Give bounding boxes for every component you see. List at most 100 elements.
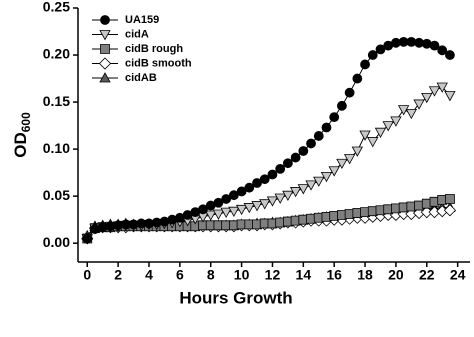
marker [360,59,370,70]
x-tick-label: 0 [83,267,91,283]
marker [352,208,363,218]
marker [359,130,371,141]
marker [306,213,316,224]
marker [282,190,294,202]
marker [429,196,440,207]
x-tick-label: 22 [419,267,435,283]
marker [282,158,293,169]
marker [405,108,418,120]
marker [274,193,286,204]
marker [205,210,217,221]
marker [289,187,302,198]
marker [445,50,455,60]
y-tick-label: 0.05 [43,187,70,203]
x-tick-label: 20 [388,267,404,283]
marker [436,82,448,93]
marker [297,184,310,195]
marker [329,112,340,123]
marker [243,203,255,214]
marker [328,166,340,177]
y-axis-label-main: OD [11,132,30,158]
marker [390,116,402,127]
marker [275,163,286,174]
marker [221,194,232,204]
marker [82,233,93,244]
marker [220,207,232,218]
marker [321,122,332,133]
y-tick-label: 0.10 [43,140,70,156]
y-tick-label: 0.20 [43,46,70,62]
x-tick-label: 4 [145,267,153,283]
legend-marker [98,57,112,70]
marker [351,146,364,157]
marker [437,45,448,56]
marker [259,174,270,185]
x-tick-label: 2 [114,267,122,283]
marker [374,127,387,139]
marker [321,211,332,222]
marker [244,182,255,193]
x-tick-label: 24 [450,267,466,283]
marker [282,216,293,227]
legend-label: cidA [125,28,149,40]
marker [367,206,378,217]
legend-marker [99,30,111,41]
marker [252,219,262,230]
marker [228,220,239,231]
marker [313,176,325,187]
marker [398,202,409,213]
marker [428,86,441,97]
y-tick-label: 0.00 [43,234,70,250]
x-axis-label: Hours Growth [179,288,292,307]
marker [267,169,278,180]
marker [313,131,324,141]
marker [337,100,347,111]
marker [267,218,278,229]
marker [445,194,455,204]
marker [336,158,348,170]
legend-label: cidB smooth [125,57,192,69]
marker [306,138,316,149]
marker [413,99,425,110]
y-tick-label: 0.25 [43,0,70,15]
legend-label: cidAB [125,72,157,84]
marker [397,105,410,116]
marker [290,152,301,163]
marker [352,73,363,84]
marker [305,180,317,191]
marker [320,171,333,183]
x-tick-label: 12 [265,267,281,283]
marker [213,197,224,208]
marker [444,91,456,102]
x-tick-label: 16 [326,267,342,283]
legend-marker [99,72,111,83]
marker [298,214,309,225]
marker [228,206,240,218]
marker [382,121,394,132]
marker [437,195,448,205]
marker [228,190,239,201]
marker [290,215,301,226]
marker [236,186,247,197]
x-tick-label: 18 [357,267,373,283]
marker [383,204,394,215]
marker [367,137,379,148]
marker [443,204,457,217]
y-axis-label-sub: 600 [19,112,33,132]
marker [212,209,225,220]
marker [360,207,370,218]
marker [421,92,433,104]
legend-label: cidB rough [125,43,183,55]
marker [313,212,324,223]
legend-label: UA159 [125,14,159,26]
marker [329,211,340,221]
marker [252,178,262,188]
marker [421,198,432,209]
y-axis-label: OD600 [11,112,33,158]
y-tick-label: 0.15 [43,93,70,109]
marker [235,204,248,216]
marker [251,201,263,212]
marker [391,203,401,214]
